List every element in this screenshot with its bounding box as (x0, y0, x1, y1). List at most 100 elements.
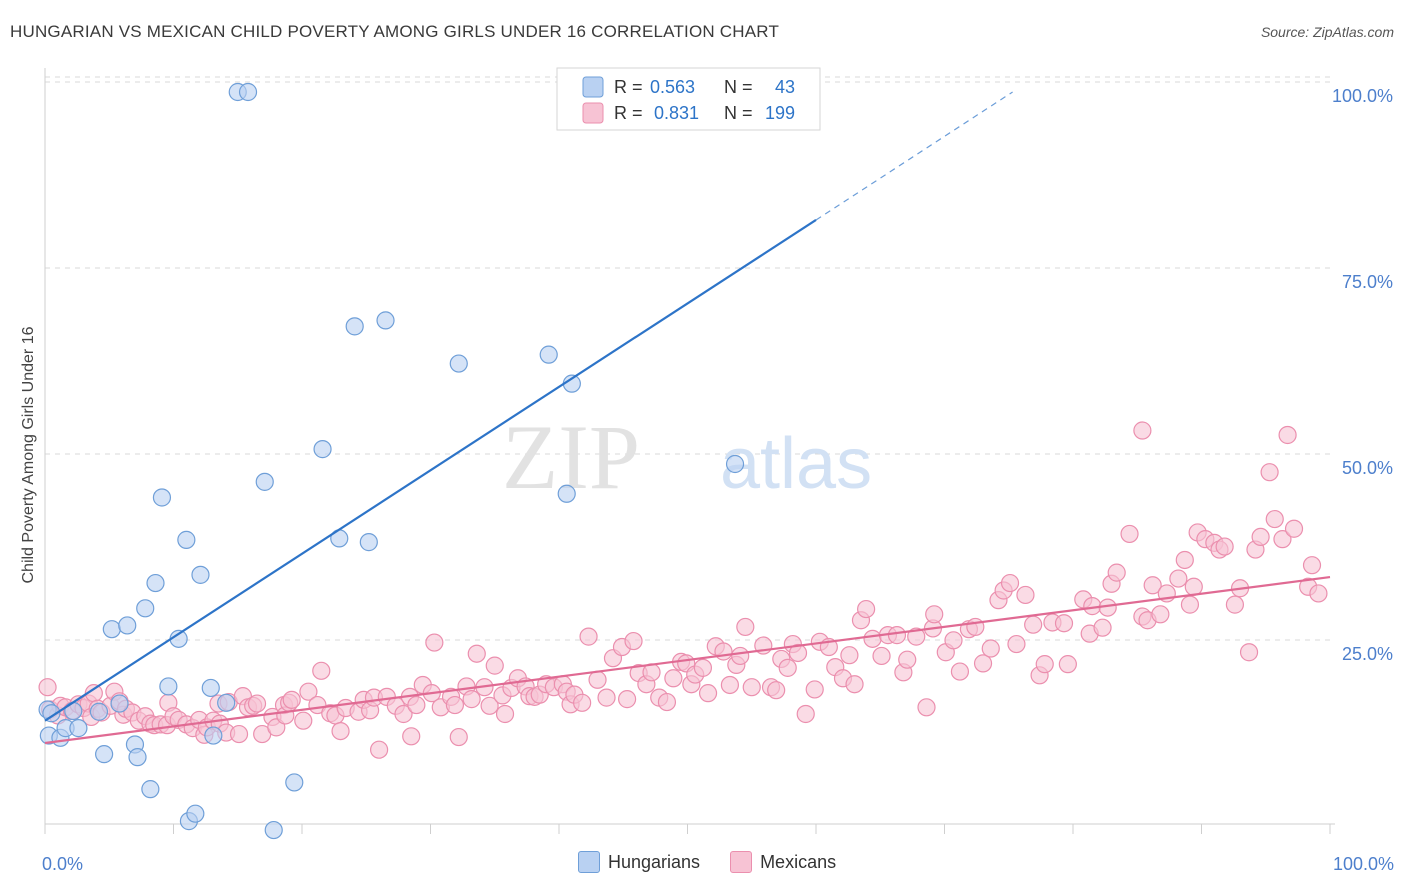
mexicans-point[interactable] (573, 693, 592, 712)
mexicans-point[interactable] (588, 670, 607, 689)
mexicans-point[interactable] (778, 658, 797, 677)
hungarians-point[interactable] (42, 704, 61, 723)
mexicans-point[interactable] (331, 721, 350, 741)
mexicans-point[interactable] (907, 627, 926, 646)
mexicans-point[interactable] (736, 617, 755, 637)
mexicans-point[interactable] (917, 698, 936, 717)
hungarians-point[interactable] (285, 773, 304, 792)
mexicans-point[interactable] (664, 669, 683, 688)
mexicans-point[interactable] (294, 711, 313, 730)
mexicans-point[interactable] (1184, 577, 1203, 596)
mexicans-point[interactable] (693, 658, 713, 677)
mexicans-point[interactable] (731, 646, 750, 666)
mexicans-point[interactable] (247, 694, 267, 713)
mexicans-point[interactable] (495, 704, 515, 724)
mexicans-point[interactable] (840, 646, 859, 665)
mexicans-point[interactable] (1225, 595, 1245, 614)
mexicans-point[interactable] (1024, 615, 1043, 634)
mexicans-point[interactable] (480, 696, 499, 715)
mexicans-point[interactable] (597, 688, 616, 707)
mexicans-point[interactable] (1058, 655, 1077, 674)
mexicans-point[interactable] (1239, 643, 1259, 662)
hungarians-point[interactable] (95, 745, 114, 764)
mexicans-point[interactable] (425, 633, 444, 652)
mexicans-point[interactable] (966, 617, 985, 637)
mexicans-point[interactable] (767, 681, 786, 700)
mexicans-point[interactable] (1093, 618, 1112, 637)
mexicans-point[interactable] (312, 661, 331, 680)
mexicans-point[interactable] (1133, 421, 1152, 440)
mexicans-point[interactable] (1151, 605, 1170, 624)
mexicans-point[interactable] (624, 631, 643, 651)
mexicans-point[interactable] (445, 695, 465, 715)
mexicans-point[interactable] (805, 680, 824, 699)
mexicans-point[interactable] (698, 684, 718, 703)
hungarians-point[interactable] (159, 677, 178, 696)
hungarians-point[interactable] (186, 804, 205, 823)
mexicans-point[interactable] (1273, 530, 1292, 549)
mexicans-point[interactable] (1120, 524, 1139, 544)
hungarians-point[interactable] (146, 573, 165, 593)
mexicans-point[interactable] (788, 643, 808, 663)
hungarians-point[interactable] (345, 317, 364, 336)
mexicans-point[interactable] (925, 605, 944, 624)
hungarians-point[interactable] (539, 345, 558, 364)
mexicans-point[interactable] (742, 678, 761, 697)
hungarians-point[interactable] (264, 820, 283, 840)
mexicans-point[interactable] (299, 682, 318, 701)
mexicans-point[interactable] (863, 629, 882, 648)
hungarians-point[interactable] (136, 599, 155, 618)
mexicans-point[interactable] (402, 727, 421, 746)
mexicans-point[interactable] (394, 704, 413, 724)
mexicans-point[interactable] (1260, 463, 1279, 482)
mexicans-point[interactable] (1309, 584, 1328, 603)
mexicans-point[interactable] (857, 599, 876, 619)
mexicans-point[interactable] (714, 642, 733, 661)
hungarians-point[interactable] (376, 311, 395, 330)
mexicans-point[interactable] (944, 631, 963, 650)
mexicans-point[interactable] (462, 690, 481, 709)
mexicans-point[interactable] (1215, 537, 1234, 556)
mexicans-point[interactable] (796, 704, 815, 724)
mexicans-point[interactable] (407, 695, 426, 715)
mexicans-point[interactable] (579, 627, 598, 646)
hungarians-point[interactable] (110, 694, 129, 713)
mexicans-point[interactable] (370, 740, 389, 759)
mexicans-point[interactable] (618, 690, 637, 709)
mexicans-point[interactable] (1284, 519, 1304, 538)
mexicans-point[interactable] (1302, 556, 1322, 575)
mexicans-point[interactable] (38, 678, 57, 697)
hungarians-point[interactable] (238, 82, 258, 102)
hungarians-point[interactable] (359, 533, 378, 552)
mexicans-point[interactable] (1054, 614, 1074, 633)
mexicans-point[interactable] (1251, 527, 1270, 547)
hungarians-point[interactable] (313, 440, 332, 459)
mexicans-point[interactable] (1107, 563, 1126, 582)
mexicans-point[interactable] (1016, 585, 1035, 605)
hungarians-point[interactable] (204, 726, 223, 745)
mexicans-point[interactable] (872, 646, 891, 666)
hungarians-point[interactable] (177, 530, 196, 549)
hungarians-point[interactable] (557, 484, 576, 503)
hungarians-point[interactable] (191, 565, 210, 584)
hungarians-point[interactable] (89, 702, 109, 721)
mexicans-point[interactable] (898, 650, 917, 669)
mexicans-point[interactable] (1180, 595, 1200, 614)
hungarians-point[interactable] (201, 678, 220, 698)
mexicans-point[interactable] (282, 690, 301, 709)
mexicans-point[interactable] (1000, 573, 1020, 593)
mexicans-point[interactable] (887, 626, 907, 645)
mexicans-point[interactable] (1035, 655, 1054, 674)
legend-item-hungarians[interactable]: Hungarians (578, 851, 700, 873)
hungarians-point[interactable] (255, 472, 274, 491)
legend-item-mexicans[interactable]: Mexicans (730, 851, 836, 873)
hungarians-point[interactable] (725, 454, 745, 474)
mexicans-point[interactable] (1265, 509, 1284, 529)
mexicans-point[interactable] (485, 656, 504, 675)
mexicans-point[interactable] (720, 675, 740, 695)
mexicans-point[interactable] (1143, 576, 1162, 595)
mexicans-point[interactable] (1278, 425, 1297, 445)
mexicans-point[interactable] (950, 662, 970, 681)
mexicans-point[interactable] (1175, 550, 1194, 570)
mexicans-point[interactable] (981, 639, 1000, 658)
